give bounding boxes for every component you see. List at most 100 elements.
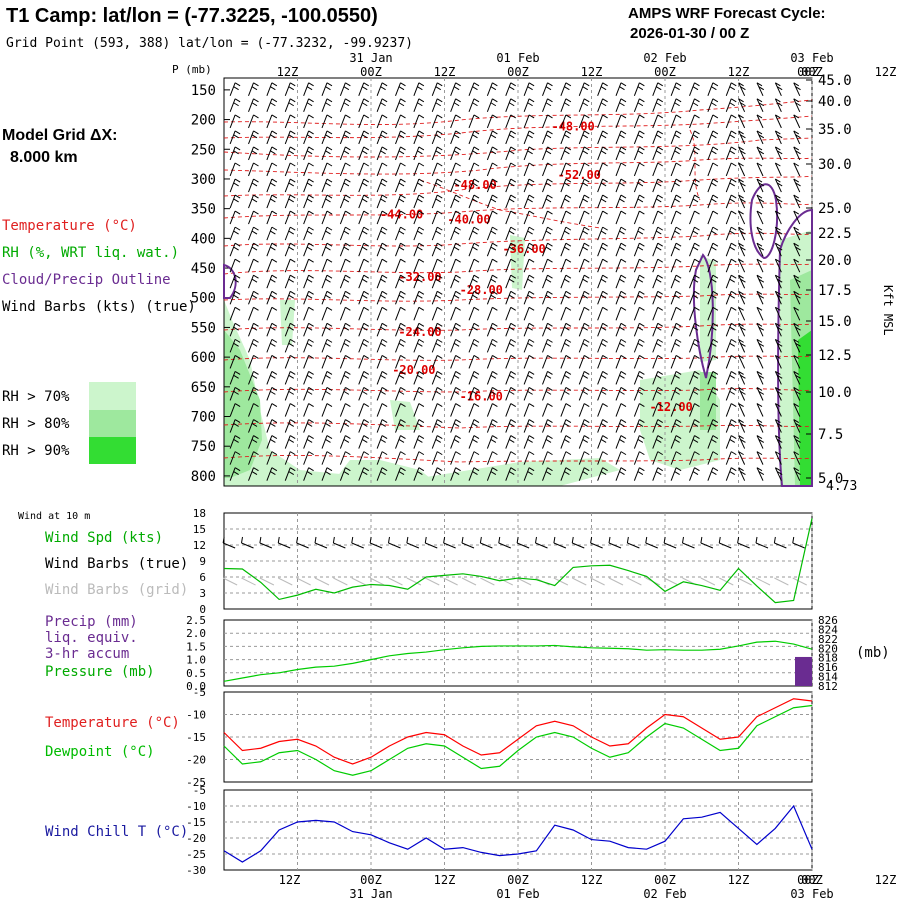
wind-barb [670, 339, 677, 353]
wind-barb [689, 194, 695, 209]
wind-barb-flag [620, 82, 627, 87]
wind-barb-flag [453, 86, 460, 91]
wind-barb [793, 419, 801, 433]
wind-barb [505, 307, 512, 321]
wind-barb [229, 146, 236, 161]
pressure-tick: 600 [191, 350, 216, 366]
wind-barb-flag [692, 423, 699, 427]
wind-barb-flag [233, 246, 239, 251]
wind-barb [633, 146, 640, 161]
wind-barb-flag [738, 322, 744, 327]
wind-barb-flag [508, 134, 515, 139]
wind-barb [395, 210, 401, 225]
wind-barb [738, 403, 746, 417]
wind-barb-flag [694, 258, 700, 263]
wind-barb-flag [730, 371, 737, 375]
wind-barb-flag [345, 178, 351, 183]
wind-barb-flag [637, 198, 644, 203]
wind-barb [633, 451, 640, 465]
wind-barb-flag [436, 371, 443, 375]
wind-barb [689, 451, 695, 465]
wind-barb-flag [565, 306, 572, 311]
wind-barb-flag [711, 86, 717, 91]
wind-barb [615, 146, 622, 161]
wind-barb-flag [639, 162, 645, 167]
wind-barb-flag [545, 423, 552, 427]
wind-barb [395, 403, 401, 417]
wind-barb [358, 226, 365, 241]
true-wind-barb-flag [351, 536, 354, 544]
wind-barb [597, 323, 604, 337]
wind-barb-flag [343, 374, 350, 379]
wind-barb [652, 82, 659, 96]
wind-barb [774, 355, 782, 369]
wind-barb [431, 82, 438, 96]
wind-barb-flag [738, 82, 744, 87]
wind-barb [560, 98, 567, 113]
wind-barb-flag [271, 242, 278, 247]
wind-barb-flag [326, 98, 333, 103]
wind-barb-flag [527, 198, 533, 203]
pressure-tick: 350 [191, 202, 216, 218]
wind-barb-flag [637, 439, 644, 443]
wind-barb [468, 210, 475, 225]
wind-barb-flag [619, 230, 625, 235]
wind-barb [652, 307, 659, 321]
wind-barb [229, 178, 236, 193]
wind-barb [707, 291, 714, 305]
wind-barb [670, 114, 677, 129]
wind-barb [597, 259, 604, 273]
bottom-hour-tick: 00Z [360, 873, 382, 887]
wind-barb [615, 467, 622, 481]
wind-barb-flag [455, 419, 461, 423]
wind-barb [284, 451, 291, 465]
wind-barb [670, 162, 677, 177]
wind-barb-flag [639, 98, 645, 103]
wind-barb [284, 307, 291, 321]
wind-barb-flag [270, 86, 276, 91]
wind-barb-flag [253, 403, 259, 407]
wind-barb [413, 403, 420, 417]
wind-barb [725, 242, 732, 257]
wind-barb [560, 467, 567, 481]
wind-barb-flag [564, 439, 570, 443]
wind-barb-flag [793, 146, 800, 151]
wind-barb-flag [400, 371, 406, 375]
wind-barb-flag [583, 82, 590, 87]
wind-barb-flag [639, 306, 645, 311]
wind-barb-flag [418, 178, 425, 183]
cloud-outline [777, 208, 813, 487]
wind-barb-flag [776, 102, 783, 107]
wind-barb-flag [326, 451, 333, 456]
wind-barb-flag [547, 338, 553, 343]
wind-barb-flag [400, 354, 406, 359]
temperature-label: Temperature (°C) [45, 715, 180, 731]
wind-barb [303, 467, 310, 481]
wind-barb [248, 178, 254, 193]
wind-barb-flag [527, 326, 533, 331]
wind-barb [756, 82, 764, 97]
wind-barb [358, 339, 365, 353]
wind-barb [689, 242, 695, 257]
wind-barb [266, 114, 273, 129]
wind-barb [560, 387, 567, 401]
wind-barb-flag [564, 390, 570, 395]
wind-barb [339, 419, 346, 433]
wind-barb [431, 403, 438, 417]
wind-barb-flag [776, 278, 783, 283]
wind-barb-flag [657, 419, 664, 423]
wind-barb [633, 291, 640, 305]
wind-barb [468, 371, 475, 385]
wind-barb [523, 178, 530, 193]
wind-barb [725, 146, 732, 161]
wind-barb-flag [455, 467, 461, 472]
wind-barb-flag [510, 435, 517, 440]
wind-barb-flag [639, 451, 645, 456]
temperature-contour [223, 99, 813, 125]
wind-barb-flag [582, 342, 589, 347]
wind-barb [738, 291, 746, 305]
wind-barb-flag [234, 451, 241, 456]
wind-barb [468, 451, 475, 465]
wind-barb [431, 339, 438, 353]
wind-barb [597, 146, 604, 161]
